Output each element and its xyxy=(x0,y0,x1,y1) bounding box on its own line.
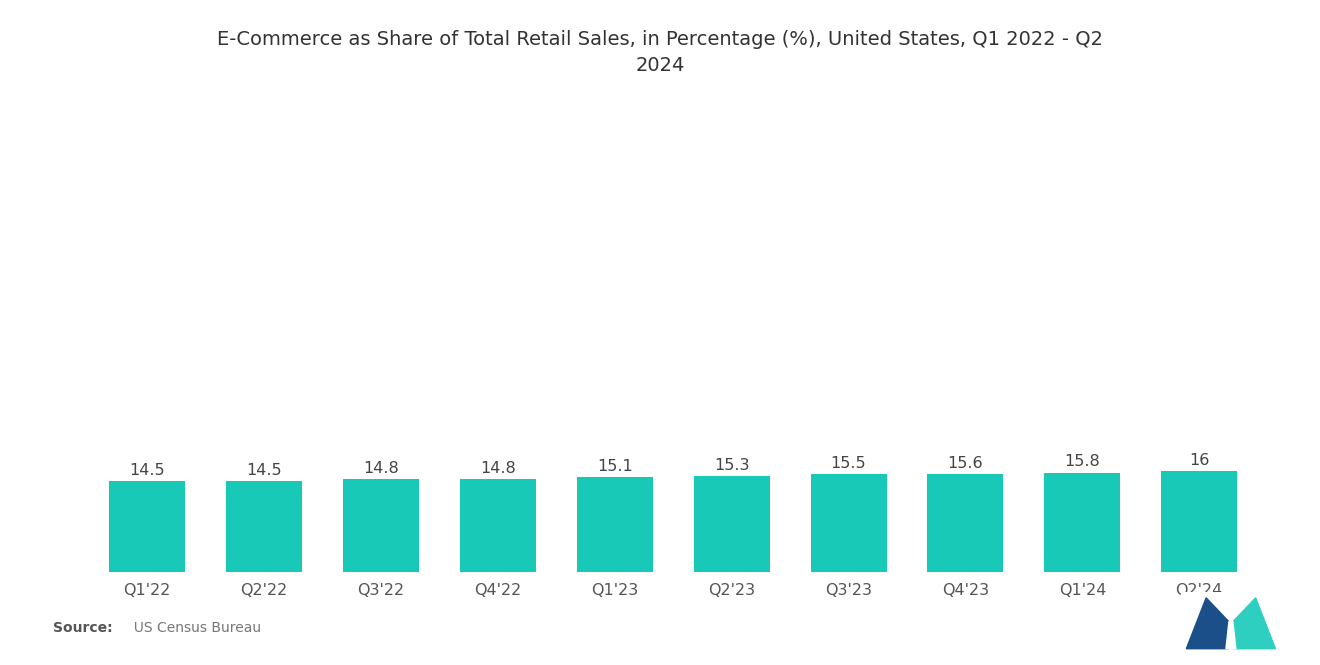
Text: 15.1: 15.1 xyxy=(597,459,632,474)
Text: 14.5: 14.5 xyxy=(129,463,165,477)
Text: 16: 16 xyxy=(1189,453,1209,468)
Text: 14.5: 14.5 xyxy=(247,463,282,477)
Text: US Census Bureau: US Census Bureau xyxy=(125,621,261,635)
Bar xyxy=(1162,471,1237,572)
Bar xyxy=(928,474,1003,572)
Text: E-Commerce as Share of Total Retail Sales, in Percentage (%), United States, Q1 : E-Commerce as Share of Total Retail Sale… xyxy=(216,30,1104,75)
Text: 15.5: 15.5 xyxy=(830,456,866,471)
Text: 15.8: 15.8 xyxy=(1064,454,1100,469)
Text: 14.8: 14.8 xyxy=(480,461,516,475)
Bar xyxy=(693,475,770,572)
Bar xyxy=(1044,473,1121,572)
Text: 14.8: 14.8 xyxy=(363,461,399,475)
Polygon shape xyxy=(1226,622,1236,649)
Bar xyxy=(110,481,185,572)
Bar xyxy=(343,479,418,572)
Bar xyxy=(459,479,536,572)
Polygon shape xyxy=(1233,598,1275,649)
Text: 15.6: 15.6 xyxy=(948,456,983,471)
Polygon shape xyxy=(1187,598,1229,649)
Text: 15.3: 15.3 xyxy=(714,458,750,473)
Bar xyxy=(226,481,302,572)
Bar xyxy=(810,474,887,572)
Text: Source:: Source: xyxy=(53,621,112,635)
Bar xyxy=(577,477,653,572)
